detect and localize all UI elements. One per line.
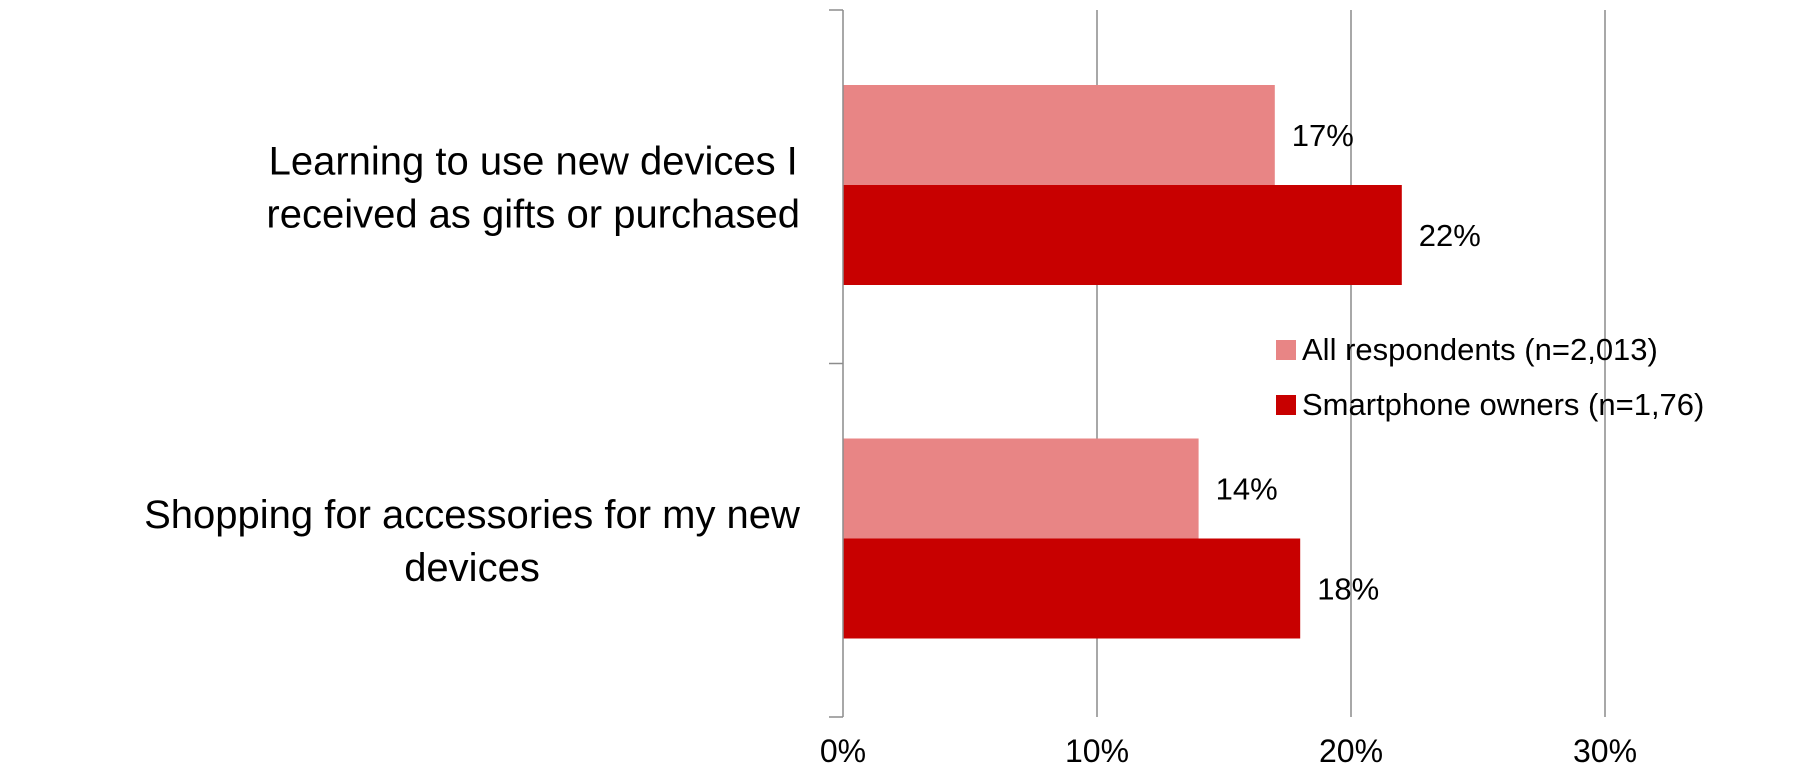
bar-smartphone-owners [843, 185, 1402, 285]
bars [843, 85, 1402, 639]
axes [829, 9, 844, 718]
data-label: 22% [1419, 218, 1481, 253]
x-tick-label: 20% [1319, 733, 1383, 769]
legend-label: Smartphone owners (n=1,76) [1302, 387, 1704, 422]
data-label: 17% [1292, 118, 1354, 153]
data-label: 14% [1216, 472, 1278, 507]
x-tick-label: 0% [820, 733, 866, 769]
x-tick-labels: 0% 10% 20% 30% [820, 733, 1637, 769]
x-tick-label: 10% [1065, 733, 1129, 769]
legend: All respondents (n=2,013) Smartphone owne… [1276, 332, 1704, 422]
category-label: Shopping for accessories for my new devic… [144, 493, 800, 590]
data-label: 18% [1317, 572, 1379, 607]
bar-all-respondents [843, 438, 1199, 539]
data-labels: 17% 14% 22% 18% [1216, 118, 1481, 607]
bar-all-respondents [843, 85, 1275, 185]
bar-smartphone-owners [843, 538, 1301, 639]
x-tick-label: 30% [1573, 733, 1637, 769]
legend-swatch [1276, 395, 1296, 415]
legend-label: All respondents (n=2,013) [1302, 332, 1658, 367]
legend-swatch [1276, 340, 1296, 360]
